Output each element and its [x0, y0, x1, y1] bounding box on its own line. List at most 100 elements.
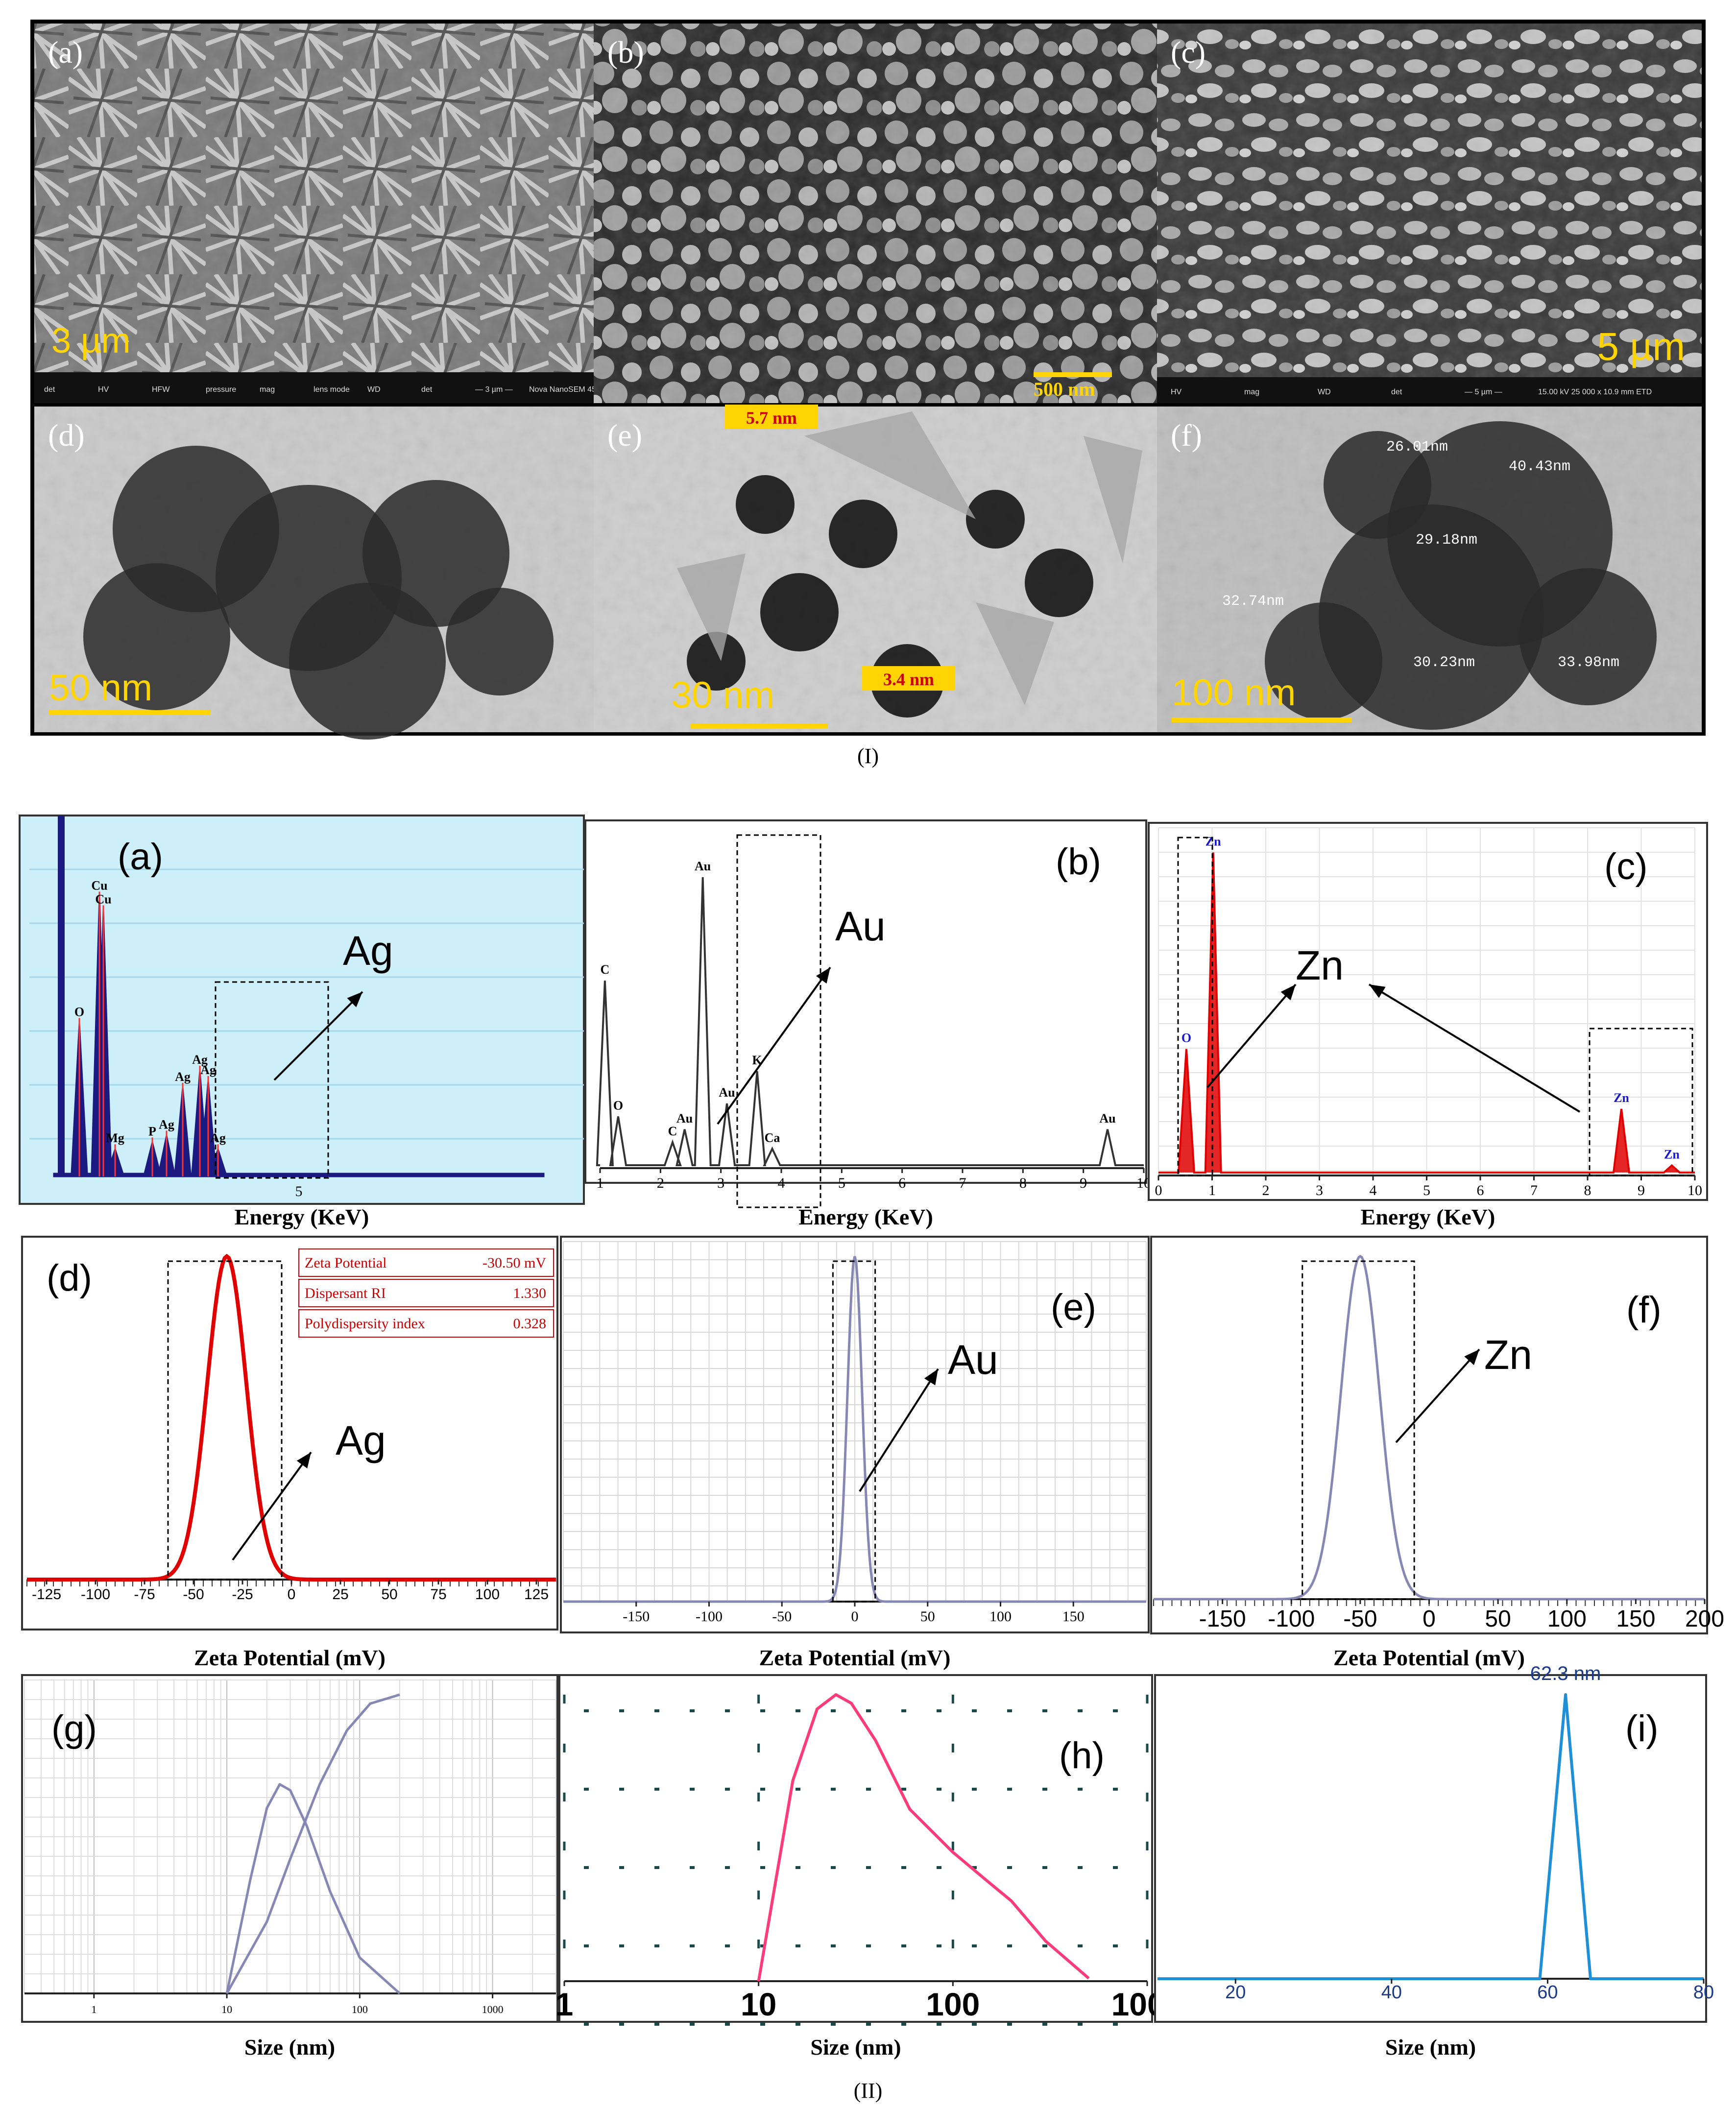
measurement-label: 40.43nm [1509, 458, 1570, 475]
element-label: Au [948, 1337, 998, 1383]
grid-dot [901, 1866, 906, 1869]
tick-label: 10 [741, 1986, 776, 2022]
measurement-label: 32.74nm [1222, 593, 1284, 610]
panel-letter: (d) [47, 1257, 92, 1299]
tick-label: 1 [597, 1175, 604, 1191]
grid-dot [760, 1866, 765, 1869]
grid-dot [619, 1866, 624, 1869]
peak-label: Ag [200, 1063, 216, 1077]
tick-label: 8 [1019, 1175, 1027, 1191]
x-axis-label: Energy (KeV) [235, 1204, 369, 1229]
grid-dot [866, 2023, 871, 2026]
grid-dot [760, 1944, 765, 1947]
info-bar-text: det [1391, 388, 1402, 396]
tick-label: 0 [1155, 1182, 1162, 1199]
tick-label: 150 [1062, 1608, 1085, 1625]
grid-dot [972, 1788, 977, 1791]
grid-dot [1007, 1788, 1012, 1791]
grid-dot [690, 2023, 695, 2026]
panel-letter: (f) [1626, 1289, 1662, 1331]
tick-label: 50 [920, 1608, 935, 1625]
info-bar-text: pressure [206, 385, 236, 394]
panel-letter: (e) [1051, 1287, 1096, 1328]
grid-dot [937, 1788, 941, 1791]
tick-label: 9 [1080, 1175, 1087, 1191]
size-tag-text: 3.4 nm [883, 670, 934, 689]
particle [446, 588, 554, 695]
chart-g: 1 10 100 1000 (g) Size (nm) [21, 1674, 558, 2060]
grid-dot [831, 1788, 836, 1791]
grid-dot [1113, 1709, 1118, 1712]
peak-label: C [668, 1124, 677, 1138]
scale-label: 30 nm [671, 674, 774, 716]
peak-label: Zn [1206, 834, 1221, 848]
arrow-head [347, 992, 362, 1007]
grid-dot [584, 1709, 589, 1712]
peak-label: O [613, 1098, 623, 1112]
tick-label: 80 [1693, 1982, 1714, 2003]
peak-label: Au [695, 859, 711, 873]
tick-label: 7 [959, 1175, 966, 1191]
particle [829, 500, 897, 568]
panel-letter: (g) [51, 1708, 97, 1750]
grid-dot [1078, 1866, 1083, 1869]
panel-letter: (b) [1056, 841, 1101, 883]
grid-dot [937, 2023, 941, 2026]
chart-h: 1 10 100 1000(h)Size (nm) [555, 1674, 1183, 2060]
micrograph-panels: (a) det HV HFW pressure mag lens mode WD det — 3 … [30, 20, 1706, 740]
grid-dot [619, 1788, 624, 1791]
grid-dot [866, 1788, 871, 1791]
grid-dot [1007, 1944, 1012, 1947]
tick-label: 5 [295, 1183, 303, 1199]
peak-label: C [600, 962, 609, 977]
grid-dot [725, 1944, 730, 1947]
panel-letter: (i) [1625, 1708, 1659, 1750]
plate-particle [804, 411, 976, 519]
panel-letter: (b) [607, 35, 644, 70]
grid-dot [901, 1788, 906, 1791]
micrograph-grain [1157, 24, 1702, 403]
panel-letter: (c) [1604, 846, 1648, 887]
scale-label: 500 nm [1034, 378, 1095, 400]
panel-letter: (d) [48, 418, 85, 453]
series-line [225, 1783, 401, 1994]
grid-dot [1042, 2023, 1047, 2026]
peak-label: Au [676, 1111, 693, 1126]
x-axis-label: Size (nm) [1385, 2035, 1476, 2060]
grid-dot [1007, 1709, 1012, 1712]
info-bar-text: WD [1318, 388, 1331, 396]
arrow-head [296, 1452, 311, 1469]
zeta-curve [1154, 1255, 1705, 1601]
tick-label: 10 [1688, 1182, 1702, 1199]
particle [760, 573, 839, 651]
grid-dot [972, 1866, 977, 1869]
info-bar-text: mag [260, 385, 275, 394]
tick-label: 25 [332, 1586, 348, 1603]
info-key: Dispersant RI [305, 1285, 386, 1301]
peak-label: Ca [765, 1130, 780, 1145]
micrograph-d: (d) 50 nm [34, 407, 594, 740]
micrograph-b: (b) 500 nm [594, 24, 1157, 403]
peak-label: Ag [159, 1117, 174, 1131]
panel-letter: (h) [1059, 1735, 1105, 1776]
tick-label: 50 [1485, 1606, 1511, 1632]
grid-dot [760, 1709, 765, 1712]
grid-dot [901, 2023, 906, 2026]
grid-dot [796, 1709, 800, 1712]
chart-c: O Zn Zn Zn Zn 0 1 2 3 4 5 6 7 8 9 10 (c) Energy (KeV) [1148, 822, 1708, 1229]
grid-dot [725, 1866, 730, 1869]
grid-dot [690, 1944, 695, 1947]
tick-label: 3 [717, 1175, 724, 1191]
element-label: Ag [336, 1417, 386, 1463]
grid-dot [1007, 2023, 1012, 2026]
measurement-label: 33.98nm [1558, 654, 1619, 671]
peak-label: Ag [175, 1070, 191, 1084]
tick-label: 125 [524, 1586, 549, 1603]
grid-dot [1078, 1709, 1083, 1712]
chart-e: Au -150 -100 -50 0 50 100 150 (e) Zeta Potential … [560, 1236, 1150, 1670]
part-label-top: (I) [857, 744, 879, 768]
arrow-shaft [1368, 983, 1581, 1113]
grid-dot [1078, 2023, 1083, 2026]
